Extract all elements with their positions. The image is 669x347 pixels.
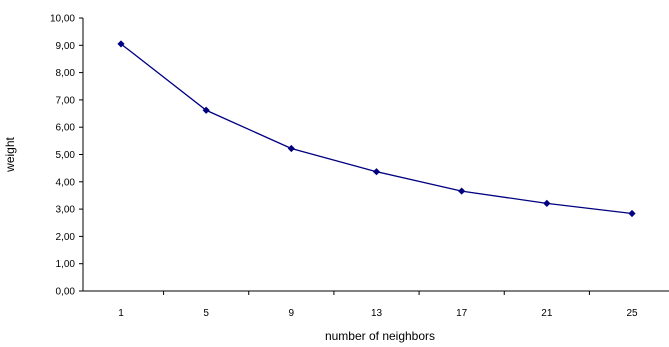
data-point-marker — [202, 106, 210, 114]
series-line — [120, 43, 633, 215]
y-tick-label: 8,00 — [56, 68, 76, 79]
data-point-marker — [458, 187, 466, 195]
y-tick-label: 7,00 — [56, 95, 76, 106]
x-tick-label: 9 — [289, 308, 295, 319]
y-tick-label: 3,00 — [56, 205, 76, 216]
x-axis-ticks: 1 5 9 13 17 21 25 — [118, 291, 638, 319]
y-tick-label: 10,00 — [50, 14, 75, 25]
data-point-marker — [287, 144, 295, 153]
x-tick-label: 21 — [541, 308, 553, 319]
data-point-marker — [117, 40, 125, 48]
data-point-marker — [372, 168, 381, 176]
y-tick-label: 2,00 — [56, 232, 76, 243]
x-axis-title: number of neighbors — [325, 329, 435, 343]
y-axis-title: weight — [3, 136, 17, 172]
x-tick-label: 17 — [456, 308, 468, 319]
series-group — [117, 40, 636, 218]
x-tick-label: 25 — [626, 308, 638, 319]
y-tick-label: 4,00 — [56, 177, 76, 188]
y-tick-label: 5,00 — [56, 150, 76, 161]
data-point-marker — [543, 199, 551, 207]
y-tick-label: 9,00 — [56, 41, 76, 52]
y-axis-ticks: 0,00 1,00 2,00 3,00 4,00 5,00 6,00 7,00 8,00 9,00… — [50, 14, 83, 298]
data-point-marker — [628, 209, 636, 218]
y-tick-label: 1,00 — [56, 259, 76, 270]
x-tick-label: 13 — [371, 308, 383, 319]
y-tick-label: 6,00 — [56, 123, 76, 134]
x-tick-label: 5 — [203, 308, 209, 319]
y-tick-label: 0,00 — [56, 287, 76, 298]
x-tick-label: 1 — [118, 308, 124, 319]
